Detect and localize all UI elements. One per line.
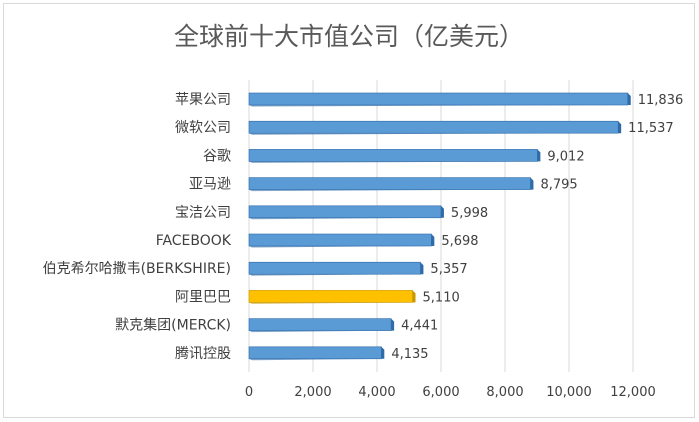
bar-shadow [249, 330, 395, 333]
bar [248, 177, 534, 192]
bar-face [248, 149, 538, 162]
bar-shadow [249, 105, 631, 107]
data-label: 5,998 [451, 206, 488, 221]
x-tick-label: 0 [245, 385, 253, 400]
x-tick-label: 12,000 [610, 385, 656, 400]
data-label: 11,836 [638, 93, 684, 108]
bar-shadow [249, 133, 622, 135]
data-label: 4,441 [401, 319, 438, 334]
bar-end [420, 262, 424, 275]
x-tick-label: 8,000 [486, 385, 523, 400]
bar-face [248, 120, 619, 134]
bar [248, 205, 444, 220]
bar [248, 346, 385, 361]
bar-face [248, 92, 629, 106]
data-label: 4,135 [391, 347, 428, 362]
bar-face [248, 205, 442, 219]
bar [248, 120, 622, 135]
bar-end [530, 177, 534, 190]
bar-shadow [249, 161, 541, 163]
category-label: 谷歌 [203, 148, 231, 164]
bar [248, 149, 541, 163]
bar-end [412, 290, 416, 303]
category-label: 伯克希尔哈撒韦(BERKSHIRE) [43, 261, 231, 277]
bar-face [248, 177, 531, 190]
bar-face [248, 261, 421, 275]
bar [248, 318, 395, 333]
category-label: 腾讯控股 [175, 345, 231, 362]
category-label: 默克集团(MERCK) [115, 317, 231, 334]
bar [248, 233, 435, 248]
data-label: 5,110 [423, 290, 460, 305]
bar [248, 92, 631, 107]
x-tick-label: 4,000 [358, 385, 395, 400]
chart-title: 全球前十大市值公司（亿美元） [174, 22, 524, 51]
data-label: 5,357 [430, 262, 467, 277]
bar [248, 290, 416, 304]
bar-shadow [249, 217, 444, 220]
bar-shadow [249, 302, 416, 304]
data-label: 8,795 [540, 178, 577, 193]
bar-face [248, 318, 392, 331]
bar [248, 261, 424, 276]
data-label: 5,698 [441, 234, 478, 249]
bar-shadow [249, 274, 424, 276]
x-tick-label: 6,000 [422, 385, 459, 400]
bar-face [248, 233, 432, 247]
bar-end [537, 149, 541, 162]
bar-face [248, 346, 382, 360]
category-label: 微软公司 [175, 120, 231, 136]
bar-end [618, 121, 622, 134]
x-tick-label: 2,000 [294, 385, 331, 400]
bar-end [440, 205, 444, 218]
category-label: 苹果公司 [175, 92, 231, 108]
category-label: 亚马逊 [189, 177, 231, 193]
category-label: 宝洁公司 [175, 205, 231, 221]
bar-layer [248, 92, 631, 361]
x-tick-label: 10,000 [546, 385, 592, 400]
bar-shadow [249, 246, 435, 248]
data-label: 9,012 [547, 149, 584, 164]
category-label: FACEBOOK [156, 233, 232, 249]
data-label: 11,537 [628, 121, 674, 136]
bar-end [381, 346, 385, 359]
bar-end [627, 93, 631, 105]
bar-shadow [249, 189, 534, 192]
bar-face [248, 290, 413, 303]
label-layer: 0 2,000 4,000 6,000 8,000 10,000 12,000 苹果公司 11,… [43, 92, 684, 400]
category-label: 阿里巴巴 [175, 289, 231, 305]
bar-end [431, 234, 435, 246]
bar-shadow [249, 358, 385, 361]
bar-end [391, 318, 395, 331]
